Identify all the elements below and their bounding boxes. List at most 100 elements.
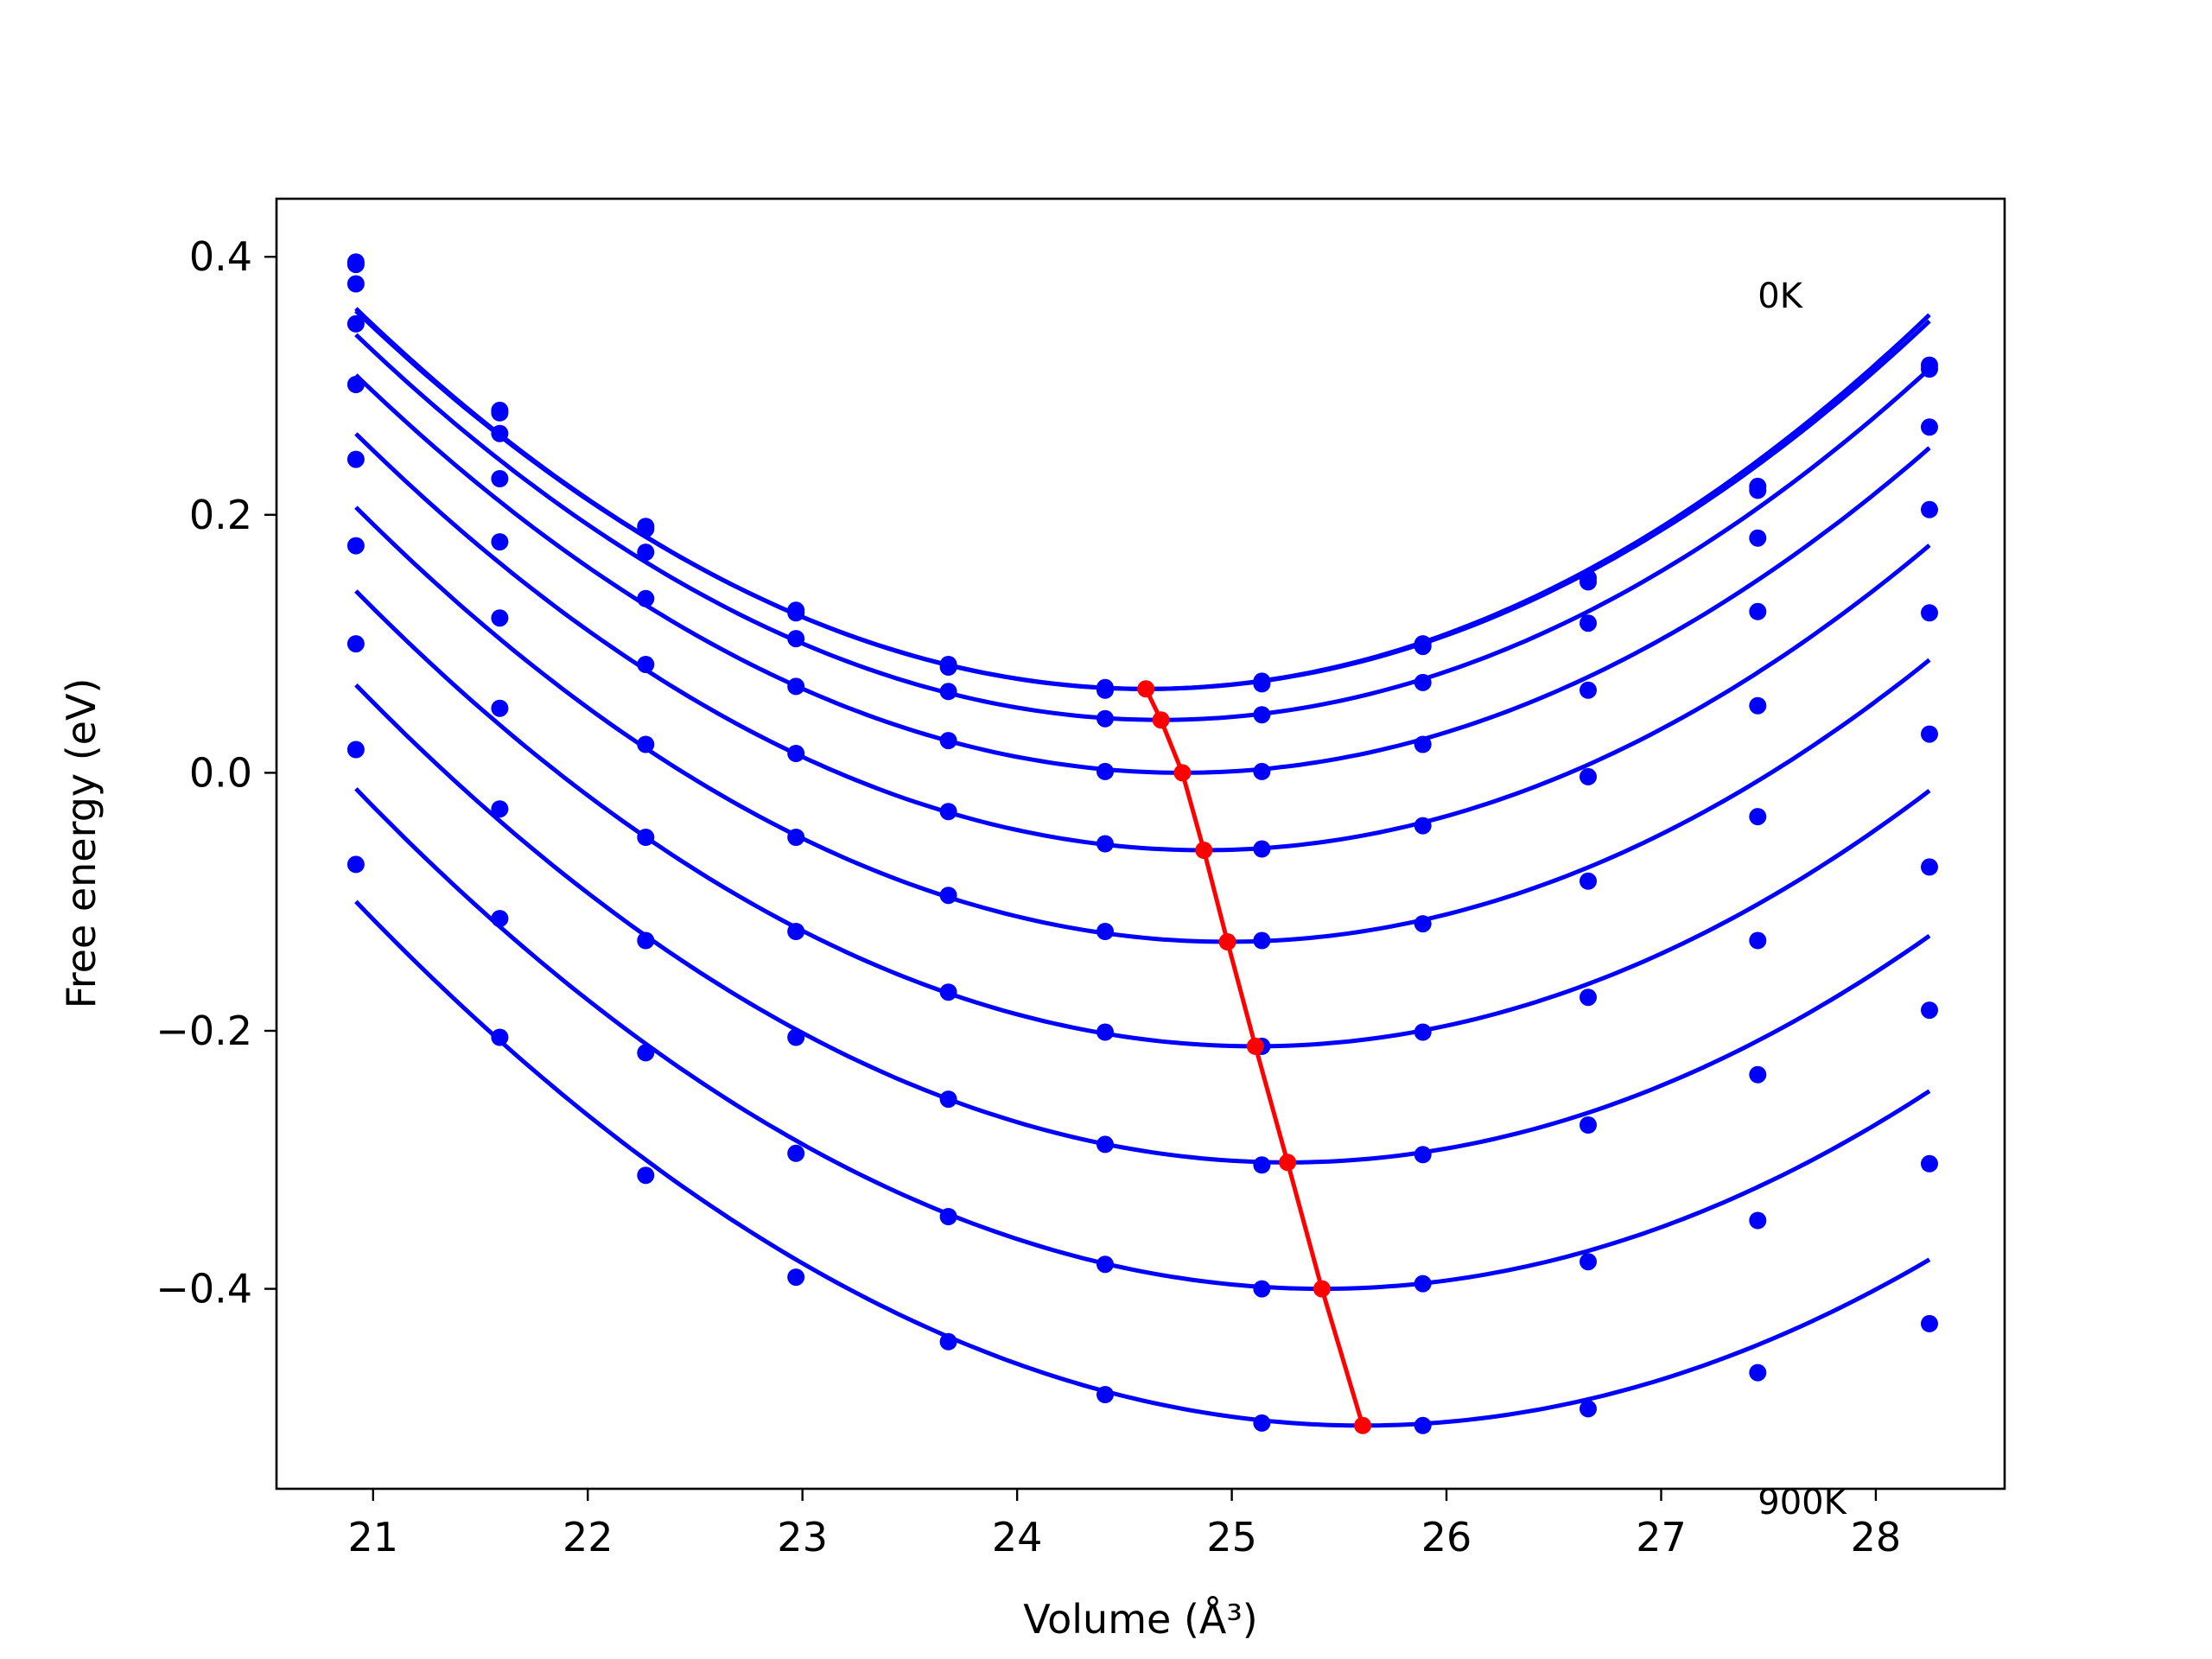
minima-point [1137,680,1155,698]
series-point [1921,1314,1938,1332]
x-tick-label: 23 [777,1514,828,1560]
series-line [354,432,1931,853]
series-point [787,604,805,622]
series-point [1253,762,1271,780]
series-point [1096,709,1114,728]
minima-point [1173,764,1192,782]
series-point [939,887,957,905]
series-point [1749,808,1767,826]
series-line [354,505,1931,944]
series-point [346,537,365,555]
series-point [1580,573,1597,591]
series-point [346,275,365,293]
series-point [1749,931,1767,950]
series-curves [354,307,1931,1428]
series-point [1253,1280,1271,1298]
series-point [939,983,957,1001]
series-point [1096,835,1114,853]
series-point [637,1166,655,1185]
series-point [1921,725,1938,743]
series-point [1414,735,1432,753]
series-point [787,1268,805,1287]
x-tick-label: 22 [563,1514,613,1560]
series-line [354,589,1931,1049]
series-line [354,333,1931,722]
series-point [1749,481,1767,499]
series-point [491,910,509,928]
series-point [491,800,509,818]
series-point [1253,1414,1271,1432]
y-axis-ticks: −0.4 −0.2 0.0 0.2 0.4 [156,233,276,1313]
series-point [1921,1001,1938,1020]
x-tick-label: 21 [348,1514,399,1560]
series-point [637,656,655,673]
series-point [1749,1363,1767,1382]
series-point [346,635,365,653]
minima-point [1195,842,1213,859]
series-line [354,683,1931,1165]
series-point [1253,1156,1271,1174]
series-point [1580,1400,1597,1418]
x-tick-label: 27 [1636,1514,1687,1560]
series-point [939,803,957,821]
series-point [491,533,509,551]
series-point [1414,1146,1432,1164]
series-point [787,829,805,846]
series-point [637,931,655,950]
series-point [939,1208,957,1225]
series-point [491,404,509,422]
series-point [637,589,655,607]
series-point [787,630,805,648]
series-point [1749,529,1767,547]
minima-point [1313,1280,1331,1298]
minima-point [1246,1037,1264,1055]
series-point [1414,1023,1432,1041]
series-point [637,543,655,562]
series-point [346,855,365,874]
series-point [1096,1386,1114,1403]
series-point [1921,604,1938,622]
series-point [939,732,957,750]
series-point [1253,840,1271,858]
series-point [1580,681,1597,699]
series-point [1921,418,1938,436]
series-point [637,735,655,753]
series-point [1580,872,1597,890]
series-point [787,677,805,696]
series-point [1414,673,1432,691]
series-point [491,1028,509,1046]
series-point [1749,1065,1767,1084]
series-point [939,683,957,701]
y-tick-label: −0.4 [156,1266,252,1313]
series-point [1749,1211,1767,1230]
series-point [1749,602,1767,620]
series-point [787,1144,805,1162]
y-tick-label: 0.0 [189,749,252,796]
series-point [1096,1135,1114,1154]
x-tick-label: 28 [1851,1514,1902,1560]
series-points [346,253,1938,1434]
series-point [491,424,509,442]
series-point [1414,915,1432,933]
y-tick-label: −0.2 [156,1007,252,1054]
series-point [1096,1255,1114,1274]
series-line [354,899,1931,1428]
series-point [787,1028,805,1046]
series-point [637,1044,655,1062]
series-point [939,1332,957,1351]
series-point [1096,923,1114,940]
series-point [1414,638,1432,656]
x-tick-label: 25 [1206,1514,1257,1560]
series-point [1580,614,1597,632]
series-point [637,829,655,846]
series-point [1414,817,1432,835]
annotations: 0K 900K [1758,276,1847,1522]
minima-point [1152,711,1170,729]
x-axis-label: Volume (Å³) [1023,1596,1258,1643]
series-point [1096,1023,1114,1041]
y-axis-label: Free energy (eV) [58,678,105,1009]
series-point [1921,1154,1938,1173]
series-point [1253,706,1271,724]
annotation-label: 900K [1758,1483,1847,1522]
